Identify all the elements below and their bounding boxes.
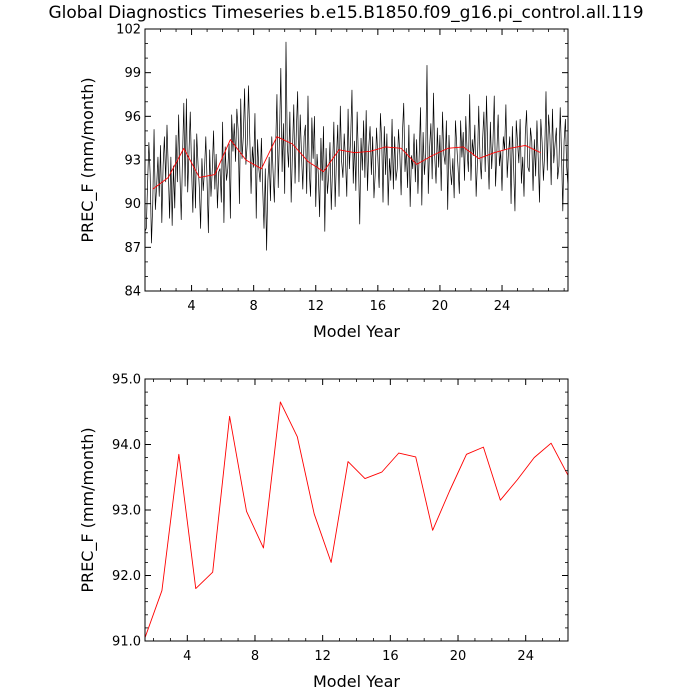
bottom-x-tick-label: 16 [382,649,399,664]
bottom-x-tick-label: 12 [314,649,331,664]
top-x-tick-label: 12 [307,299,324,314]
bottom-y-tick-label: 92.0 [112,569,141,584]
top-x-tick-label: 16 [370,299,387,314]
top-series-annual-mean [152,136,542,190]
top-x-axis-label: Model Year [313,322,400,341]
bottom-y-tick-label: 94.0 [112,438,141,453]
bottom-plot-frame [144,378,569,642]
chart-title: Global Diagnostics Timeseries b.e15.B185… [48,3,643,23]
top-x-tick-label: 8 [250,299,258,314]
bottom-y-tick-label: 95.0 [112,373,141,388]
top-y-tick-label: 99 [124,66,141,81]
top-y-axis-label: PREC_F (mm/month) [78,77,98,242]
top-series-monthly [145,41,568,251]
top-x-tick-label: 24 [494,299,511,314]
top-x-tick-label: 4 [187,299,195,314]
top-y-tick-label: 96 [124,110,141,125]
bottom-y-tick-label: 91.0 [112,635,141,650]
top-y-tick-label: 87 [124,241,141,256]
bottom-x-tick-label: 8 [251,649,259,664]
bottom-y-tick-label: 93.0 [112,504,141,519]
top-y-tick-label: 93 [124,154,141,169]
bottom-series-annual-mean [145,401,568,638]
bottom-x-axis-label: Model Year [313,672,400,691]
bottom-panel: 4 8 12 16 20 24 91.0 92.0 93.0 94.0 95.0 Model Year… [78,373,569,691]
top-y-tick-label: 90 [124,197,141,212]
bottom-x-tick-label: 24 [517,649,534,664]
bottom-x-tick-label: 4 [183,649,191,664]
top-y-tick-label: 84 [124,285,141,300]
top-y-tick-label: 102 [116,23,141,38]
bottom-y-axis-label: PREC_F (mm/month) [78,427,98,592]
top-panel: 4 8 12 16 20 24 84 87 90 93 96 99 102 Model Year PREC_… [78,23,569,341]
top-x-tick-label: 20 [432,299,449,314]
bottom-x-tick-label: 20 [450,649,467,664]
